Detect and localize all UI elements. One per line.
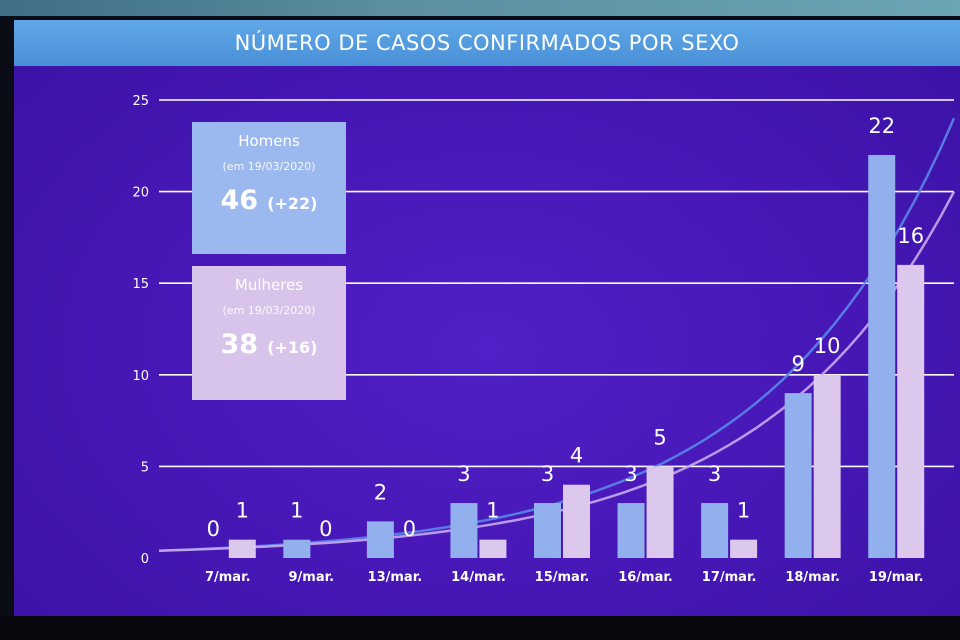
bar-mulheres — [813, 374, 841, 558]
y-tick-label: 0 — [141, 552, 149, 567]
mulheres-label: Mulheres — [234, 276, 304, 294]
data-label-homens: 3 — [457, 462, 470, 486]
data-label-homens: 3 — [541, 462, 554, 486]
homens-date: (em 19/03/2020) — [222, 160, 316, 173]
y-tick-label: 10 — [132, 369, 149, 384]
mulheres-summary-box: Mulheres (em 19/03/2020) 38 (+16) — [192, 266, 346, 400]
y-tick-label: 25 — [132, 94, 149, 109]
bar-homens — [701, 503, 729, 558]
top-strip — [0, 0, 960, 16]
data-label-mulheres: 16 — [897, 224, 924, 248]
y-tick-label: 15 — [132, 277, 149, 292]
chart-plot: 0510152025017/mar.109/mar.2013/mar.3114/… — [132, 94, 956, 585]
data-label-mulheres: 1 — [737, 499, 750, 523]
mulheres-value: 38 (+16) — [192, 329, 346, 360]
homens-summary-box: Homens (em 19/03/2020) 46 (+22) — [192, 122, 346, 254]
y-tick-label: 20 — [132, 186, 149, 201]
bar-homens — [868, 154, 896, 558]
bar-homens — [617, 503, 645, 558]
data-label-homens: 9 — [791, 352, 804, 376]
mulheres-date: (em 19/03/2020) — [222, 304, 316, 317]
x-tick-label: 7/mar. — [205, 570, 251, 585]
x-tick-label: 17/mar. — [702, 570, 757, 585]
bar-mulheres — [897, 264, 925, 558]
chart-screen: 0 5 10 15 20 25 0 1 7/mar. 1 0 9/mar. 2 0 13/mar. 3 1 14/… — [14, 20, 960, 616]
data-label-homens: 1 — [290, 499, 303, 523]
data-label-mulheres: 1 — [486, 499, 499, 523]
data-label-homens: 22 — [868, 114, 895, 138]
mulheres-total: 38 — [220, 329, 259, 360]
x-tick-label: 9/mar. — [289, 570, 335, 585]
bar-mulheres — [563, 484, 590, 558]
x-tick-label: 19/mar. — [869, 570, 924, 585]
bar-mulheres — [646, 466, 674, 558]
data-label-mulheres: 0 — [403, 517, 416, 541]
x-tick-label: 15/mar. — [535, 570, 590, 585]
bar-homens — [450, 503, 478, 558]
data-label-mulheres: 0 — [319, 517, 332, 541]
bottom-strip — [0, 616, 960, 640]
homens-total: 46 — [220, 185, 259, 216]
data-label-homens: 3 — [708, 462, 721, 486]
data-label-homens: 3 — [624, 462, 637, 486]
data-label-homens: 2 — [374, 480, 387, 504]
bar-mulheres — [730, 539, 758, 558]
bar-homens — [283, 539, 311, 558]
bar-mulheres — [479, 539, 507, 558]
homens-label: Homens — [238, 132, 300, 150]
bar-homens — [784, 393, 812, 558]
title-bar: NÚMERO DE CASOS CONFIRMADOS POR SEXO — [14, 20, 960, 66]
data-label-mulheres: 5 — [653, 425, 666, 449]
bar-homens — [366, 521, 394, 558]
x-tick-label: 13/mar. — [368, 570, 423, 585]
x-tick-label: 18/mar. — [785, 570, 840, 585]
y-tick-label: 5 — [141, 460, 149, 475]
homens-value: 46 (+22) — [192, 185, 346, 216]
x-tick-label: 16/mar. — [618, 570, 673, 585]
data-label-mulheres: 10 — [814, 334, 841, 358]
homens-delta: (+22) — [267, 194, 318, 213]
x-tick-label: 14/mar. — [451, 570, 506, 585]
data-label-homens: 0 — [207, 517, 220, 541]
data-label-mulheres: 1 — [236, 499, 249, 523]
bar-mulheres — [228, 539, 256, 558]
chart-title: NÚMERO DE CASOS CONFIRMADOS POR SEXO — [234, 31, 740, 55]
bar-homens — [534, 503, 561, 558]
mulheres-delta: (+16) — [267, 338, 318, 357]
data-label-mulheres: 4 — [570, 444, 583, 468]
